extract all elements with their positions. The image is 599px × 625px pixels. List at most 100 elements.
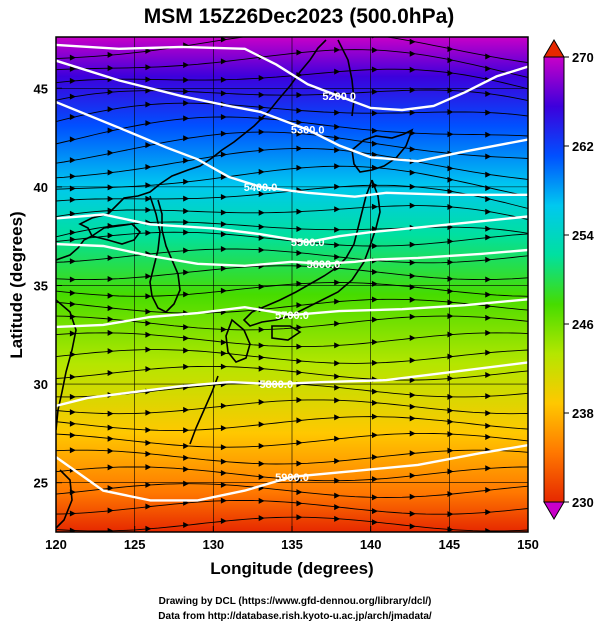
colorbar-tick-label: 230	[572, 495, 594, 510]
wind-arrow	[220, 194, 227, 201]
wind-arrow	[485, 153, 492, 160]
wind-arrow	[183, 77, 190, 84]
wind-arrow	[296, 225, 303, 232]
wind-arrow	[296, 358, 303, 365]
wind-arrow	[145, 87, 152, 94]
wind-arrow	[183, 363, 190, 370]
wind-arrow	[220, 469, 227, 476]
wind-arrow	[447, 108, 454, 115]
wind-arrow	[409, 415, 416, 422]
wind-arrow	[183, 522, 190, 529]
wind-arrow	[409, 146, 416, 153]
wind-arrow	[220, 221, 227, 228]
wind-arrow	[485, 131, 492, 138]
wind-arrow	[409, 493, 416, 500]
wind-arrow	[69, 330, 76, 337]
wind-arrow	[334, 109, 341, 116]
wind-arrow	[258, 515, 265, 522]
wind-arrow	[371, 519, 378, 526]
wind-arrow	[107, 51, 114, 58]
wind-arrow	[485, 433, 492, 440]
wind-arrow	[145, 47, 152, 54]
wind-arrow	[409, 130, 416, 137]
wind-arrow	[258, 104, 265, 111]
coastline-honshu	[242, 179, 381, 327]
wind-arrow	[258, 421, 265, 428]
wind-arrow	[183, 454, 190, 461]
wind-arrow	[145, 320, 152, 327]
wind-arrow	[220, 265, 227, 272]
wind-arrow	[183, 406, 190, 413]
colorbar: 270 262 254 246 238 230	[543, 39, 594, 520]
wind-arrow	[485, 53, 492, 60]
wind-arrow	[296, 489, 303, 496]
y-tick-label: 40	[34, 180, 48, 195]
wind-arrow	[485, 329, 492, 336]
wind-arrow	[220, 113, 227, 120]
wind-arrow	[485, 276, 492, 283]
wind-arrow	[107, 527, 114, 532]
wind-arrow	[371, 413, 378, 420]
wind-arrow	[447, 275, 454, 282]
wind-arrow	[447, 331, 454, 338]
wind-arrow	[69, 393, 76, 400]
wind-arrow	[485, 185, 492, 192]
wind-arrow	[183, 208, 190, 215]
wind-arrow	[69, 113, 76, 120]
wind-arrow	[145, 101, 152, 108]
wind-arrow	[334, 320, 341, 327]
wind-arrow	[334, 135, 341, 142]
wind-arrow	[371, 226, 378, 233]
wind-arrow	[69, 489, 76, 496]
wind-arrow	[145, 346, 152, 353]
wind-arrow	[485, 234, 492, 241]
wind-arrow	[69, 65, 76, 72]
wind-arrow	[107, 447, 114, 454]
wind-arrow	[447, 288, 454, 295]
wind-arrow	[145, 331, 152, 338]
contour-line	[56, 242, 528, 268]
wind-arrow	[145, 409, 152, 416]
wind-arrow	[296, 302, 303, 309]
wind-arrow	[371, 508, 378, 515]
wind-arrow	[107, 222, 114, 229]
wind-arrow	[258, 326, 265, 333]
x-axis-label: Longitude (degrees)	[210, 559, 373, 578]
wind-arrow	[447, 204, 454, 211]
contour-label: 5900.0	[275, 472, 309, 484]
wind-arrow	[409, 392, 416, 399]
wind-arrow	[371, 476, 378, 483]
wind-arrow	[183, 178, 190, 185]
wind-arrow	[107, 184, 114, 191]
wind-arrow	[296, 71, 303, 78]
wind-arrow	[69, 136, 76, 143]
contour-line	[56, 444, 528, 502]
wind-arrow	[371, 164, 378, 171]
wind-arrow	[69, 276, 76, 283]
wind-arrow	[447, 407, 454, 414]
wind-arrow	[183, 219, 190, 226]
wind-arrow	[296, 119, 303, 126]
wind-arrow	[107, 435, 114, 442]
wind-arrow	[485, 256, 492, 263]
wind-arrow	[107, 195, 114, 202]
wind-arrow	[220, 481, 227, 488]
x-tick-label: 140	[360, 537, 382, 552]
wind-arrow	[69, 157, 76, 164]
wind-arrow	[220, 458, 227, 465]
wind-arrow	[69, 196, 76, 203]
wind-arrow	[258, 246, 265, 253]
wind-arrow	[107, 424, 114, 431]
colorbar-tick-label: 238	[572, 406, 594, 421]
wind-arrow	[107, 292, 114, 299]
wind-arrow	[107, 106, 114, 113]
wind-arrow	[145, 427, 152, 434]
wind-arrow	[447, 447, 454, 454]
wind-arrow	[258, 91, 265, 98]
wind-arrow	[409, 450, 416, 457]
wind-arrow	[296, 263, 303, 270]
contour-label: 5700.0	[275, 310, 309, 322]
wind-arrow	[371, 454, 378, 461]
wind-arrow	[258, 365, 265, 372]
